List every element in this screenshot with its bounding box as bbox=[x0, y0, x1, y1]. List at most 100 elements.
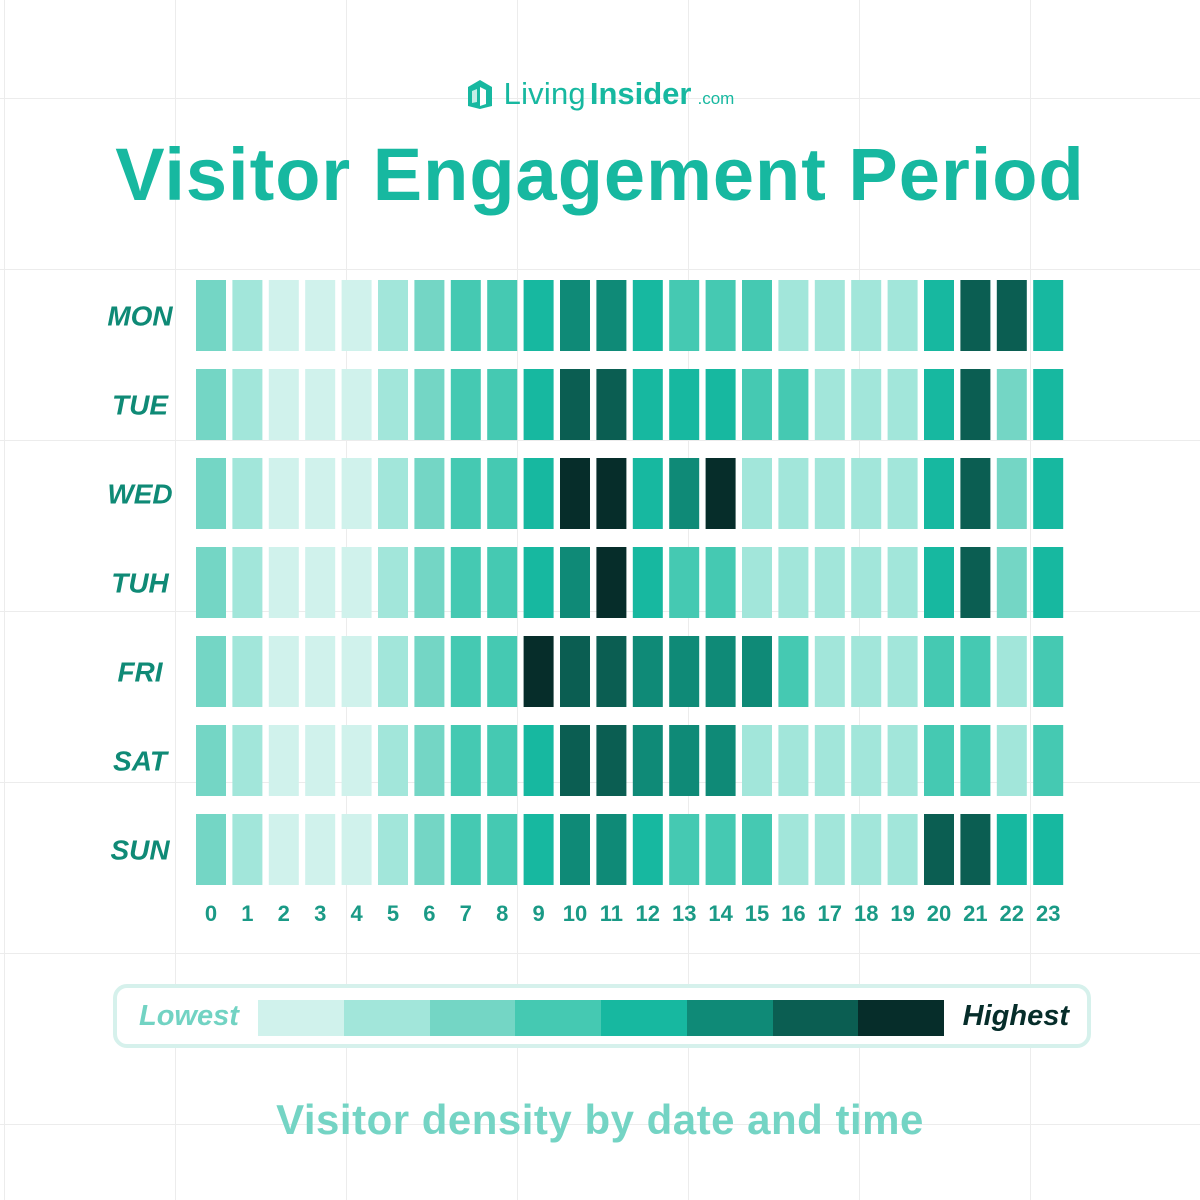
heatmap-cell-fri-8 bbox=[487, 636, 518, 707]
hour-label-0: 0 bbox=[205, 901, 217, 926]
heatmap-cell-fri-17 bbox=[814, 636, 845, 707]
legend-swatch-5 bbox=[601, 1000, 687, 1036]
heatmap-cell-wed-0 bbox=[196, 458, 226, 529]
day-label-sun: SUN bbox=[110, 835, 170, 866]
heatmap-cell-fri-7 bbox=[450, 636, 481, 707]
legend-lowest-label: Lowest bbox=[139, 1000, 239, 1032]
heatmap-cell-sun-10 bbox=[560, 814, 590, 885]
heatmap-cell-sun-12 bbox=[632, 814, 663, 885]
heatmap-cell-sun-6 bbox=[414, 814, 445, 885]
heatmap-cell-tue-5 bbox=[378, 369, 408, 440]
hour-label-9: 9 bbox=[532, 901, 544, 926]
heatmap-cell-tuh-2 bbox=[268, 547, 299, 618]
legend-highest-label: Highest bbox=[962, 1000, 1069, 1032]
heatmap-cell-tuh-21 bbox=[960, 547, 991, 618]
heatmap-cell-mon-12 bbox=[632, 280, 663, 351]
hour-label-8: 8 bbox=[496, 901, 508, 926]
heatmap-cell-sat-15 bbox=[742, 725, 772, 796]
heatmap-cell-sun-7 bbox=[450, 814, 481, 885]
heatmap-cell-sun-19 bbox=[887, 814, 918, 885]
heatmap-cell-sat-4 bbox=[341, 725, 372, 796]
heatmap-cell-fri-15 bbox=[742, 636, 772, 707]
heatmap-cell-sat-18 bbox=[851, 725, 882, 796]
hour-label-16: 16 bbox=[781, 901, 805, 926]
heatmap-cell-sun-22 bbox=[996, 814, 1027, 885]
heatmap-cell-mon-11 bbox=[596, 280, 627, 351]
heatmap-cell-tuh-12 bbox=[632, 547, 663, 618]
heatmap-cell-tue-11 bbox=[596, 369, 627, 440]
day-label-mon: MON bbox=[107, 301, 173, 332]
heatmap-cell-tuh-7 bbox=[450, 547, 481, 618]
heatmap-cell-wed-2 bbox=[268, 458, 299, 529]
heatmap-cell-tue-9 bbox=[523, 369, 554, 440]
chart-subtitle: Visitor density by date and time bbox=[276, 1096, 924, 1143]
heatmap-cell-tuh-22 bbox=[996, 547, 1027, 618]
heatmap-cell-sat-10 bbox=[560, 725, 590, 796]
heatmap-cell-tue-12 bbox=[632, 369, 663, 440]
heatmap-cell-fri-5 bbox=[378, 636, 408, 707]
heatmap-cell-tuh-4 bbox=[341, 547, 372, 618]
heatmap-cell-mon-2 bbox=[268, 280, 299, 351]
heatmap-cell-fri-18 bbox=[851, 636, 882, 707]
heatmap-cell-tuh-6 bbox=[414, 547, 445, 618]
page-title: Visitor Engagement Period bbox=[115, 133, 1085, 216]
heatmap-cell-fri-22 bbox=[996, 636, 1027, 707]
heatmap-cell-fri-0 bbox=[196, 636, 226, 707]
heatmap-cell-mon-10 bbox=[560, 280, 590, 351]
heatmap-cell-sat-9 bbox=[523, 725, 554, 796]
hour-label-13: 13 bbox=[672, 901, 696, 926]
heatmap-cell-mon-1 bbox=[232, 280, 263, 351]
heatmap-cell-tuh-8 bbox=[487, 547, 518, 618]
heatmap-cell-wed-16 bbox=[778, 458, 809, 529]
heatmap-cell-tuh-11 bbox=[596, 547, 627, 618]
heatmap-cell-tue-23 bbox=[1033, 369, 1064, 440]
heatmap-cell-wed-15 bbox=[742, 458, 772, 529]
heatmap-cell-fri-14 bbox=[705, 636, 736, 707]
heatmap-cell-tue-10 bbox=[560, 369, 590, 440]
legend-swatch-7 bbox=[772, 1000, 859, 1036]
day-label-tuh: TUH bbox=[111, 568, 169, 599]
heatmap-cell-sun-13 bbox=[669, 814, 700, 885]
heatmap-cell-fri-1 bbox=[232, 636, 263, 707]
day-label-wed: WED bbox=[107, 479, 172, 510]
heatmap-cell-tue-17 bbox=[814, 369, 845, 440]
day-label-sat: SAT bbox=[113, 746, 170, 777]
heatmap-cell-tue-14 bbox=[705, 369, 736, 440]
hour-label-11: 11 bbox=[600, 901, 623, 926]
heatmap-cell-tuh-19 bbox=[887, 547, 918, 618]
heatmap-cell-wed-23 bbox=[1033, 458, 1064, 529]
heatmap-cell-tue-1 bbox=[232, 369, 263, 440]
heatmap-cell-fri-10 bbox=[560, 636, 590, 707]
heatmap-cell-sun-8 bbox=[487, 814, 518, 885]
heatmap-cell-tue-19 bbox=[887, 369, 918, 440]
brand-logo: Living Insider .com bbox=[0, 76, 1200, 112]
hour-label-14: 14 bbox=[708, 901, 733, 926]
heatmap-cell-sat-17 bbox=[814, 725, 845, 796]
heatmap-cell-wed-18 bbox=[851, 458, 882, 529]
heatmap-cell-mon-22 bbox=[996, 280, 1027, 351]
heatmap-cell-wed-21 bbox=[960, 458, 991, 529]
hour-label-19: 19 bbox=[890, 901, 914, 926]
heatmap-cell-mon-18 bbox=[851, 280, 882, 351]
heatmap-cell-sat-6 bbox=[414, 725, 445, 796]
heatmap-cell-tuh-14 bbox=[705, 547, 736, 618]
heatmap-cell-mon-20 bbox=[924, 280, 954, 351]
heatmap-cell-mon-0 bbox=[196, 280, 226, 351]
heatmap-cell-sat-0 bbox=[196, 725, 226, 796]
heatmap-cell-sun-21 bbox=[960, 814, 991, 885]
hour-label-4: 4 bbox=[350, 901, 363, 926]
heatmap-cell-wed-4 bbox=[341, 458, 372, 529]
heatmap-cell-mon-7 bbox=[450, 280, 481, 351]
heatmap-cell-sat-2 bbox=[268, 725, 299, 796]
heatmap-cell-mon-8 bbox=[487, 280, 518, 351]
heatmap-cell-mon-9 bbox=[523, 280, 554, 351]
legend-color-scale bbox=[258, 1000, 944, 1036]
heatmap-cell-tue-3 bbox=[305, 369, 336, 440]
heatmap-cell-tue-7 bbox=[450, 369, 481, 440]
heatmap-cell-tuh-10 bbox=[560, 547, 590, 618]
hour-label-3: 3 bbox=[314, 901, 326, 926]
heatmap-cell-sat-3 bbox=[305, 725, 336, 796]
heatmap-cell-sat-19 bbox=[887, 725, 918, 796]
heatmap-cell-sat-7 bbox=[450, 725, 481, 796]
hour-label-21: 21 bbox=[963, 901, 987, 926]
